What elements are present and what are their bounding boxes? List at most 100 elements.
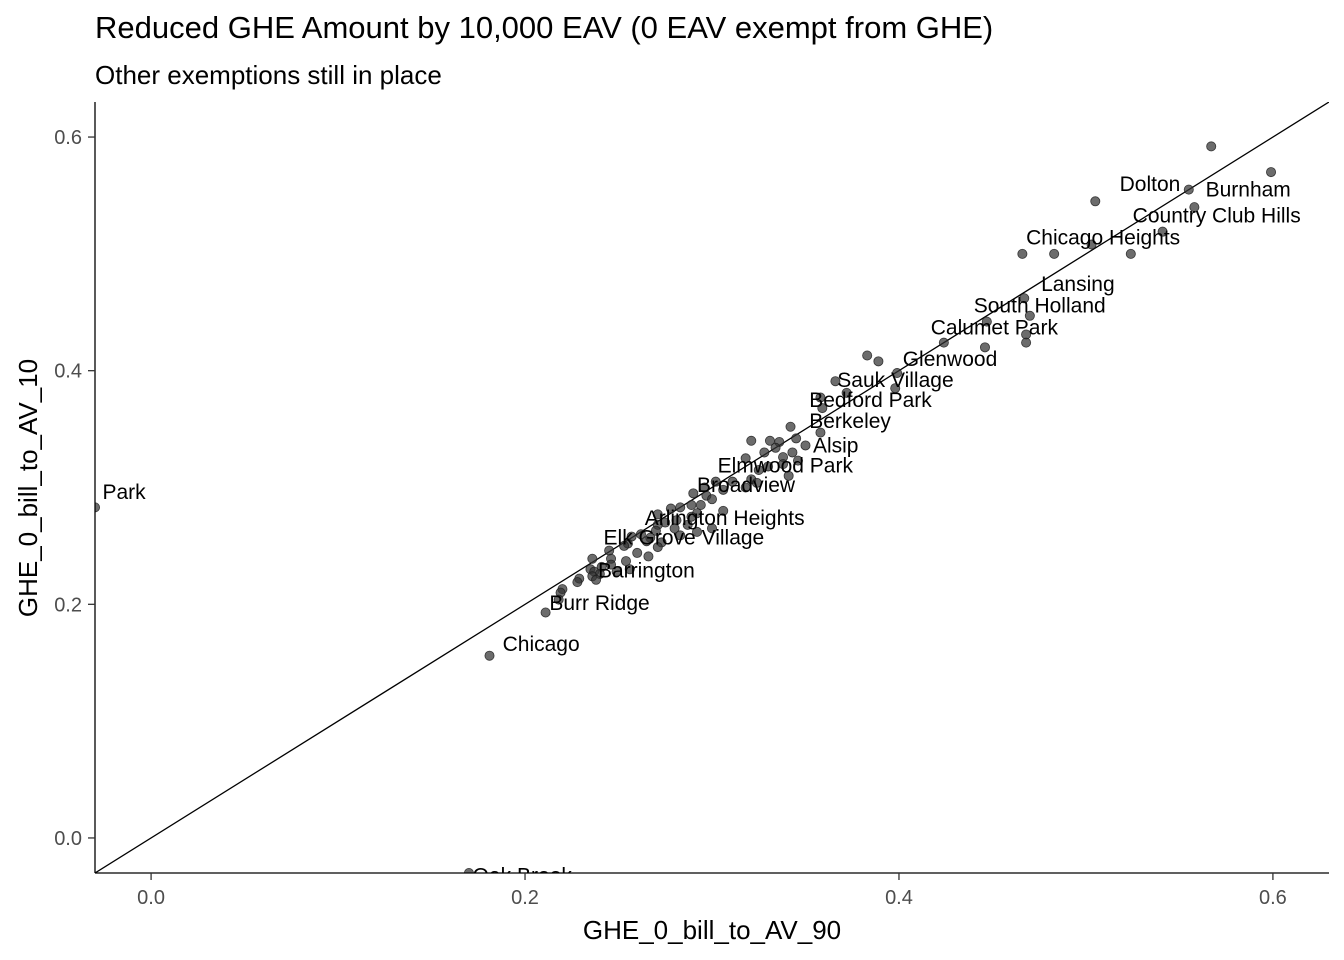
data-point — [753, 464, 764, 475]
data-point — [770, 442, 781, 453]
point-label: Bedford Park — [809, 389, 932, 412]
y-tick-label: 0.6 — [54, 127, 82, 149]
data-point — [611, 566, 622, 577]
x-tick-label: 0.2 — [511, 887, 539, 909]
x-tick-label: 0.4 — [885, 887, 913, 909]
data-point — [606, 559, 617, 570]
data-point — [938, 337, 949, 348]
data-point — [632, 547, 643, 558]
data-point — [652, 542, 663, 553]
data-point — [793, 455, 804, 466]
reference-line — [95, 102, 1329, 873]
x-axis-title: GHE_0_bill_to_AV_90 — [583, 915, 841, 945]
data-point — [641, 536, 652, 547]
y-tick-label: 0.2 — [54, 594, 82, 616]
data-point — [740, 453, 751, 464]
data-point — [553, 594, 564, 605]
y-ticks-group: 0.0 0.2 0.4 0.6 — [54, 127, 95, 850]
point-label: Berkeley — [809, 410, 891, 433]
data-point — [815, 392, 826, 403]
point-label: Country Club Hills — [1133, 204, 1301, 227]
data-point — [981, 316, 992, 327]
data-point — [787, 447, 798, 458]
data-point — [686, 511, 697, 522]
point-label: Arlington Heights — [645, 507, 805, 530]
data-point — [484, 650, 495, 661]
data-point — [815, 427, 826, 438]
data-point — [710, 476, 721, 487]
data-point — [1019, 293, 1030, 304]
data-point — [892, 368, 903, 379]
data-point — [1206, 141, 1217, 152]
chart-subtitle: Other exemptions still in place — [95, 60, 442, 90]
data-point — [650, 525, 661, 536]
data-point — [727, 476, 738, 487]
data-point — [890, 383, 901, 394]
data-point — [619, 540, 630, 551]
data-point — [1086, 239, 1097, 250]
point-label: Elmwood Park — [718, 454, 854, 477]
data-point — [669, 523, 680, 534]
data-point — [740, 482, 751, 493]
data-point — [979, 342, 990, 353]
data-point — [785, 421, 796, 432]
data-point — [800, 440, 811, 451]
y-tick-label: 0.4 — [54, 361, 82, 383]
chart-title: Reduced GHE Amount by 10,000 EAV (0 EAV … — [95, 10, 994, 45]
data-point — [718, 484, 729, 495]
point-label: Oak Brook — [473, 864, 573, 887]
data-point — [682, 519, 693, 530]
y-tick-label: 0.0 — [54, 828, 82, 850]
y-axis-title: GHE_0_bill_to_AV_10 — [13, 359, 43, 617]
point-label: Barrington — [598, 559, 695, 582]
point-label: Chicago Heights — [1026, 227, 1180, 250]
x-tick-label: 0.0 — [137, 887, 165, 909]
data-point — [635, 529, 646, 540]
point-label: Sauk Village — [837, 369, 953, 392]
point-label: Burnham — [1206, 179, 1291, 202]
data-point — [1125, 248, 1136, 259]
data-point — [652, 509, 663, 520]
data-point — [830, 376, 841, 387]
data-point — [751, 477, 762, 488]
data-point — [620, 556, 631, 567]
data-point — [1017, 248, 1028, 259]
x-ticks-group: 0.0 0.2 0.4 0.6 — [137, 873, 1287, 909]
point-label: Dolton — [1120, 173, 1181, 196]
data-point — [1189, 202, 1200, 213]
data-point — [688, 488, 699, 499]
data-point — [686, 500, 697, 511]
data-point — [707, 494, 718, 505]
data-point — [1049, 248, 1060, 259]
point-label: South Holland — [974, 294, 1106, 317]
data-point — [862, 350, 873, 361]
data-point — [591, 574, 602, 585]
data-point — [624, 564, 635, 575]
x-tick-label: 0.6 — [1259, 887, 1287, 909]
point-label: Chicago — [503, 633, 580, 656]
data-point — [1021, 337, 1032, 348]
data-point — [707, 523, 718, 534]
data-point — [1157, 226, 1168, 237]
data-point — [643, 551, 654, 562]
data-point — [791, 433, 802, 444]
data-point — [841, 387, 852, 398]
data-point — [746, 435, 757, 446]
data-point — [675, 530, 686, 541]
data-point — [759, 447, 770, 458]
data-point — [1183, 184, 1194, 195]
data-point — [778, 459, 789, 470]
point-label: Lansing — [1041, 273, 1115, 296]
reference-line-group — [95, 102, 1329, 873]
data-point — [817, 403, 828, 414]
data-point — [783, 470, 794, 481]
data-point — [692, 526, 703, 537]
point-label: Calumet Park — [931, 316, 1059, 339]
data-point — [1266, 167, 1277, 178]
points-group — [95, 141, 1277, 873]
data-point — [665, 503, 676, 514]
data-point — [463, 868, 474, 873]
data-point — [763, 461, 774, 472]
data-point — [572, 577, 583, 588]
